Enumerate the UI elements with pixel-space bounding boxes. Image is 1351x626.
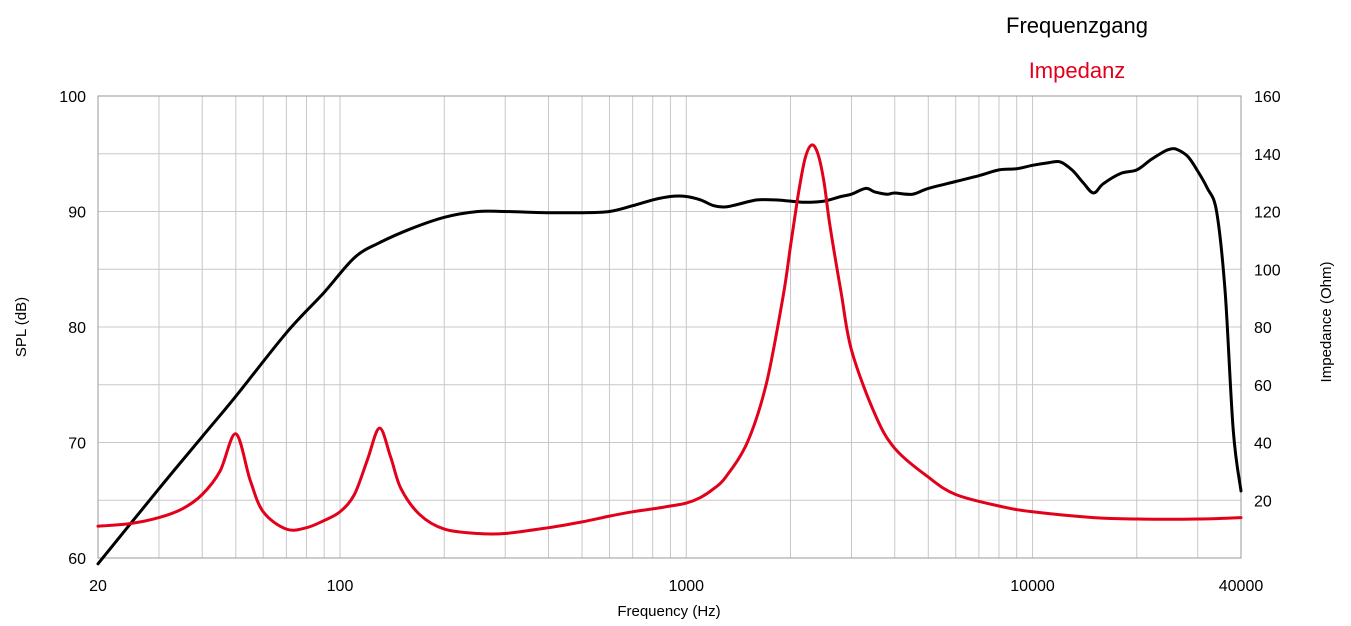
x-tick-label: 40000 (1219, 578, 1264, 595)
series-group (96, 143, 1243, 566)
y-tick-label-right: 140 (1254, 147, 1281, 164)
y-axis-title-left: SPL (dB) (13, 297, 30, 357)
y-tick-label-left: 100 (59, 89, 86, 106)
x-tick-label: 10000 (1010, 578, 1055, 595)
y-tick-labels-right: 20 40 60 80 100 120 140 160 (1254, 89, 1281, 510)
series-line-frequenzgang (96, 147, 1243, 566)
plot-frame (97, 95, 1242, 559)
y-tick-label-right: 40 (1254, 436, 1272, 453)
y-tick-label-left: 70 (68, 436, 86, 453)
x-tick-label: 100 (327, 578, 354, 595)
y-tick-label-left: 60 (68, 551, 86, 568)
y-tick-label-right: 20 (1254, 493, 1272, 510)
x-tick-labels: 20 100 1000 10000 40000 (89, 578, 1263, 595)
y-tick-label-left: 90 (68, 205, 86, 222)
y-tick-label-right: 160 (1254, 89, 1281, 106)
x-axis-title: Frequency (Hz) (617, 603, 720, 620)
y-axis-title-right: Impedance (Ohm) (1318, 262, 1335, 383)
y-tick-label-right: 60 (1254, 378, 1272, 395)
y-tick-label-right: 120 (1254, 205, 1281, 222)
x-tick-label: 20 (89, 578, 107, 595)
x-tick-label: 1000 (668, 578, 704, 595)
y-tick-labels-left: 60 70 80 90 100 (59, 89, 86, 568)
series-line-impedanz (96, 143, 1243, 536)
y-tick-label-left: 80 (68, 320, 86, 337)
y-tick-label-right: 100 (1254, 262, 1281, 279)
legend-entry-impedanz: Impedanz (1029, 58, 1126, 83)
y-tick-label-right: 80 (1254, 320, 1272, 337)
grid (98, 96, 1241, 558)
legend-entry-frequenzgang: Frequenzgang (1006, 13, 1148, 38)
